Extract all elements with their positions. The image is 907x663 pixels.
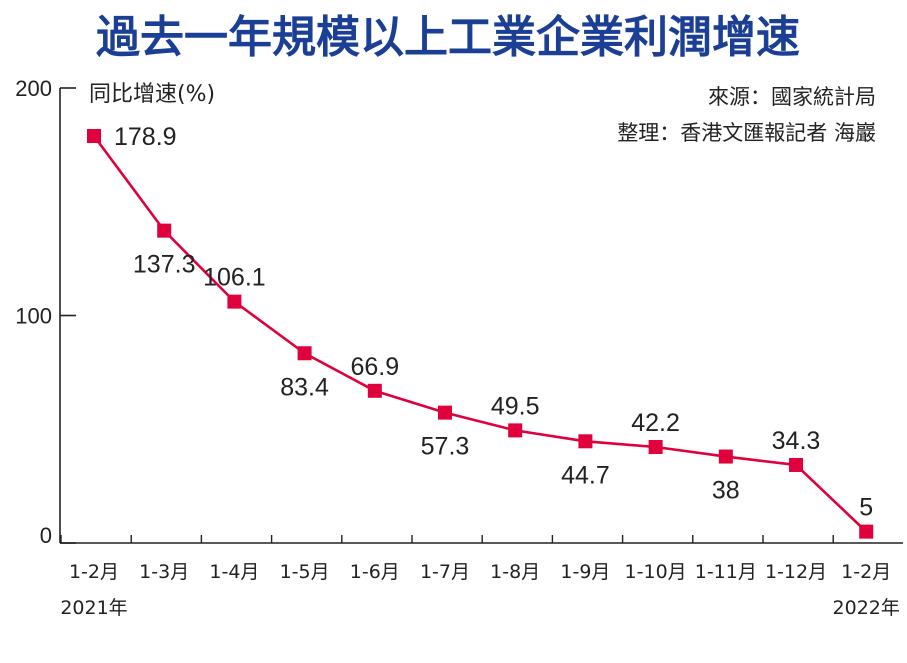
data-label: 44.7: [561, 461, 610, 489]
data-label: 66.9: [350, 353, 399, 381]
x-tick-label: 1-5月: [280, 561, 330, 583]
x-tick-label: 1-8月: [490, 561, 540, 583]
source-note: 來源：國家統計局: [708, 85, 876, 109]
series-polyline: [92, 135, 868, 533]
x-year-label: 2021年: [60, 597, 127, 619]
data-point: [789, 457, 803, 472]
data-point: [508, 423, 523, 438]
x-tick-label: 1-4月: [209, 561, 259, 583]
y-tick-label: 0: [40, 523, 52, 548]
data-label: 57.3: [421, 433, 470, 461]
data-label: 42.2: [631, 409, 680, 437]
data-point: [87, 129, 101, 144]
data-label: 83.4: [280, 373, 329, 401]
x-tick-label: 1-11月: [695, 561, 757, 583]
data-label: 38: [712, 477, 740, 505]
data-point: [227, 294, 242, 309]
x-year-label: 2022年: [833, 597, 900, 619]
data-markers: [87, 129, 874, 539]
y-tick-label: 100: [15, 304, 52, 329]
data-point: [297, 346, 312, 361]
data-label: 178.9: [114, 123, 177, 151]
data-label: 137.3: [133, 251, 196, 279]
x-tick-label: 1-7月: [420, 561, 470, 583]
editor-note: 整理：香港文匯報記者 海巖: [617, 121, 876, 145]
x-tick-label: 1-9月: [560, 561, 610, 583]
data-point: [648, 439, 663, 454]
x-tick-label: 1-10月: [625, 561, 687, 583]
y-tick-label: 200: [15, 76, 52, 101]
data-label: 49.5: [491, 392, 540, 420]
y-axis-label: 同比增速(%): [89, 82, 215, 107]
data-label: 34.3: [772, 427, 821, 455]
x-tick-label: 1-3月: [139, 561, 189, 583]
x-tick-label: 1-2月: [841, 561, 891, 583]
data-point: [859, 524, 874, 539]
data-point: [718, 449, 733, 464]
data-label: 106.1: [203, 264, 266, 292]
x-tick-label: 1-2月: [69, 561, 119, 583]
data-labels: 178.9 137.3 106.1 83.4 66.9 57.3 49.5 44.7 42.2 3…: [114, 123, 873, 522]
data-label: 5: [859, 494, 873, 522]
x-axis-ticks: 1-2月 1-3月 1-4月 1-5月 1-6月 1-7月 1-8月 1-9月 1-10月 1-1…: [60, 535, 900, 619]
data-point: [367, 383, 382, 398]
x-tick-label: 1-6月: [350, 561, 400, 583]
x-tick-label: 1-12月: [765, 561, 827, 583]
data-point: [578, 434, 593, 449]
data-point: [438, 405, 452, 420]
series-line: [92, 135, 868, 533]
data-point: [157, 223, 172, 238]
chart-title: 過去一年規模以上工業企業利潤增速: [96, 12, 800, 63]
